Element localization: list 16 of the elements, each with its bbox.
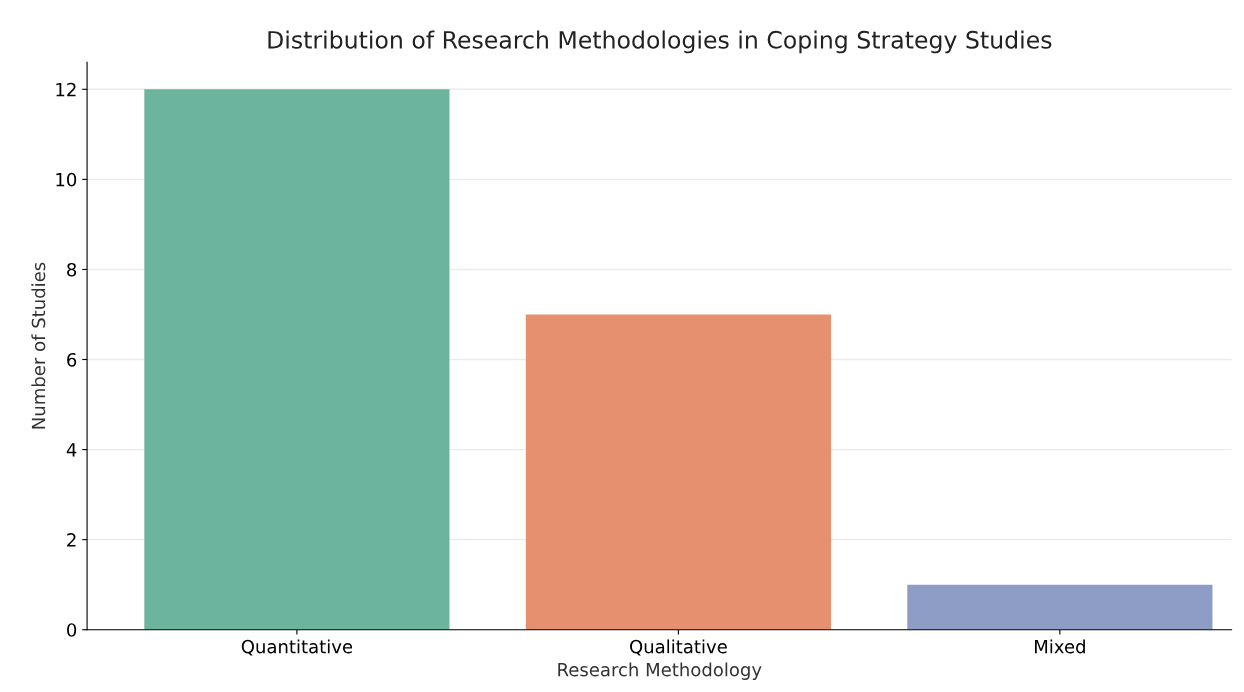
x-tick-label: Qualitative (630, 639, 727, 656)
y-tick-label: 6 (67, 352, 77, 367)
bar (525, 314, 831, 630)
bar (144, 89, 450, 630)
x-tick-label: Quantitative (241, 639, 353, 656)
x-tick-label: Mixed (1035, 639, 1085, 654)
y-tick-label: 8 (67, 262, 77, 277)
chart-title: Distribution of Research Methodologies in Coping Strategy Studies (268, 30, 1052, 54)
x-axis-title: Research Methodology (558, 662, 762, 680)
y-tick-label: 12 (56, 82, 76, 97)
bar (907, 584, 1213, 630)
y-axis-title: Number of Studies (31, 262, 46, 429)
y-tick-label: 4 (66, 443, 77, 457)
y-tick-label: 2 (67, 533, 76, 547)
y-tick-label: 10 (56, 172, 77, 187)
y-tick-label: 0 (67, 623, 77, 637)
